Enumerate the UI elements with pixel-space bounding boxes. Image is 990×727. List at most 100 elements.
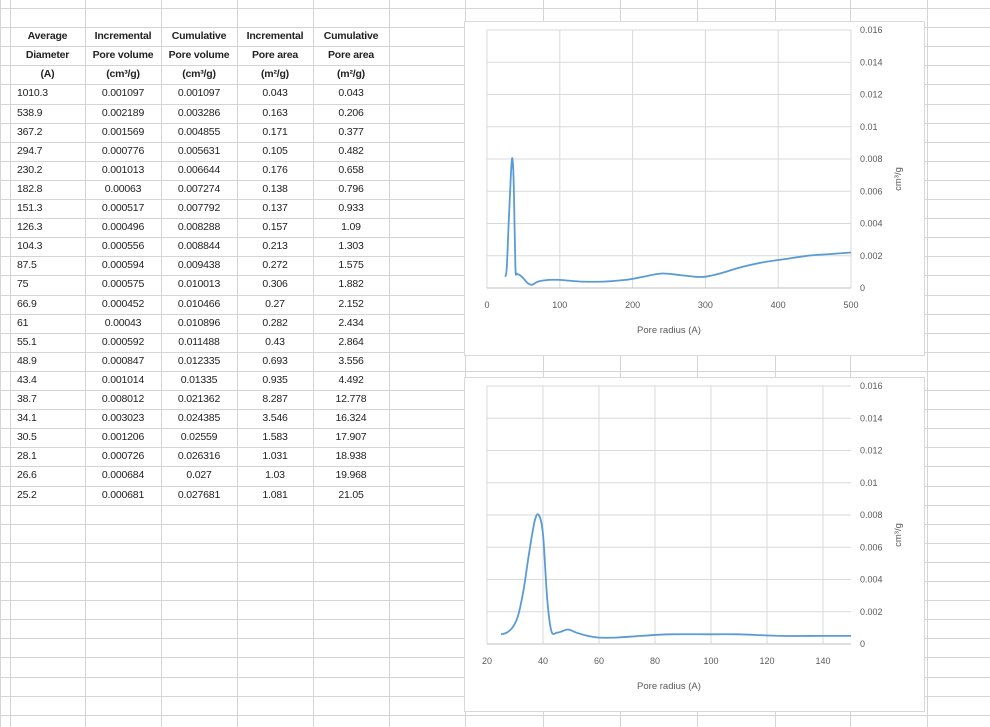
header-cell[interactable]: (A)	[40, 68, 55, 81]
data-cell[interactable]: 3.546	[262, 412, 288, 425]
data-cell[interactable]: 0.137	[262, 202, 288, 214]
data-cell[interactable]: 294.7	[17, 144, 43, 157]
data-cell[interactable]: 0.282	[262, 316, 288, 329]
header-cell[interactable]: Cumulative	[323, 30, 379, 43]
data-cell[interactable]: 0.043	[262, 87, 288, 100]
data-cell[interactable]: 0.000517	[101, 202, 145, 214]
data-cell[interactable]: 1.575	[338, 259, 364, 272]
data-cell[interactable]: 17.907	[335, 431, 367, 444]
data-cell[interactable]: 1.031	[262, 450, 288, 463]
data-cell[interactable]: 1.03	[265, 469, 285, 482]
data-cell[interactable]: 12.778	[335, 393, 367, 405]
data-cell[interactable]: 0.003023	[101, 412, 145, 425]
data-cell[interactable]: 126.3	[17, 221, 43, 234]
header-cell[interactable]: Pore area	[327, 49, 375, 62]
data-cell[interactable]: 87.5	[17, 259, 37, 272]
chart-zoomed-range[interactable]: 0 0.002 0.004 0.006 0.008 0.01 0.012 0.014 0.016…	[464, 377, 925, 712]
data-cell[interactable]: 0.105	[262, 144, 288, 157]
data-cell[interactable]: 28.1	[17, 450, 37, 463]
data-cell[interactable]: 0.163	[262, 106, 288, 119]
data-cell[interactable]: 0.005631	[177, 144, 221, 157]
data-cell[interactable]: 0.000776	[101, 144, 145, 157]
data-cell[interactable]: 0.000847	[101, 354, 145, 367]
data-cell[interactable]: 1.081	[262, 488, 288, 501]
data-cell[interactable]: 1.583	[262, 431, 288, 444]
data-cell[interactable]: 0.00063	[104, 182, 142, 195]
data-cell[interactable]: 0.796	[338, 182, 364, 195]
data-cell[interactable]: 0.010013	[177, 278, 221, 291]
data-cell[interactable]: 16.324	[335, 412, 367, 425]
header-cell[interactable]: Pore volume	[168, 49, 230, 62]
data-cell[interactable]: 0.004855	[177, 125, 221, 138]
data-cell[interactable]: 0.006644	[177, 163, 221, 176]
chart-full-range[interactable]: 0 0.002 0.004 0.006 0.008 0.01 0.012 0.014 0.016…	[464, 21, 925, 356]
data-cell[interactable]: 0.000594	[101, 259, 145, 272]
data-cell[interactable]: 0.012335	[177, 354, 221, 367]
data-cell[interactable]: 0.935	[262, 373, 288, 386]
data-cell[interactable]: 0.000556	[101, 240, 145, 253]
data-cell[interactable]: 0.009438	[177, 259, 221, 272]
data-cell[interactable]: 0.658	[338, 163, 364, 176]
data-cell[interactable]: 538.9	[17, 106, 43, 119]
data-cell[interactable]: 0.272	[262, 259, 288, 272]
data-cell[interactable]: 104.3	[17, 240, 43, 253]
data-cell[interactable]: 0.000684	[101, 469, 145, 482]
data-cell[interactable]: 0.027	[186, 469, 212, 482]
data-cell[interactable]: 0.007792	[177, 202, 221, 214]
header-cell[interactable]: Average	[27, 30, 68, 43]
header-cell[interactable]: (cm³/g)	[182, 68, 216, 81]
data-cell[interactable]: 3.556	[338, 354, 364, 367]
data-cell[interactable]: 0.001097	[101, 87, 145, 100]
data-cell[interactable]: 1.09	[341, 221, 361, 234]
data-cell[interactable]: 0.206	[338, 106, 364, 119]
data-cell[interactable]: 43.4	[17, 373, 37, 386]
header-cell[interactable]: (cm³/g)	[106, 68, 140, 81]
data-cell[interactable]: 0.02559	[180, 431, 218, 444]
data-cell[interactable]: 25.2	[17, 488, 37, 501]
data-cell[interactable]: 0.001014	[101, 373, 145, 386]
header-cell[interactable]: (m²/g)	[261, 68, 289, 81]
data-cell[interactable]: 0.377	[338, 125, 364, 138]
header-cell[interactable]: Incremental	[246, 30, 304, 43]
data-cell[interactable]: 0.000592	[101, 335, 145, 348]
data-cell[interactable]: 0.306	[262, 278, 288, 291]
data-cell[interactable]: 0.933	[338, 202, 364, 214]
header-cell[interactable]: Cumulative	[171, 30, 227, 43]
data-cell[interactable]: 230.2	[17, 163, 43, 176]
data-cell[interactable]: 0.008288	[177, 221, 221, 234]
data-cell[interactable]: 1.303	[338, 240, 364, 253]
header-cell[interactable]: Diameter	[25, 49, 70, 62]
data-cell[interactable]: 0.001206	[101, 431, 145, 444]
data-cell[interactable]: 2.434	[338, 316, 364, 329]
data-cell[interactable]: 8.287	[262, 393, 288, 405]
data-cell[interactable]: 0.011488	[178, 335, 220, 348]
data-cell[interactable]: 0.010896	[177, 316, 221, 329]
header-cell[interactable]: Incremental	[94, 30, 152, 43]
header-cell[interactable]: Pore volume	[92, 49, 154, 62]
data-cell[interactable]: 1.882	[338, 278, 364, 291]
data-cell[interactable]: 4.492	[338, 373, 364, 386]
data-cell[interactable]: 0.007274	[177, 182, 221, 195]
data-cell[interactable]: 0.43	[265, 335, 285, 348]
header-cell[interactable]: (m²/g)	[337, 68, 365, 81]
data-cell[interactable]: 367.2	[17, 125, 43, 138]
data-cell[interactable]: 75	[17, 278, 29, 291]
data-cell[interactable]: 0.027681	[177, 488, 221, 501]
data-cell[interactable]: 0.001569	[101, 125, 145, 138]
data-cell[interactable]: 61	[17, 316, 29, 329]
data-cell[interactable]: 38.7	[17, 393, 37, 405]
data-cell[interactable]: 0.000681	[101, 488, 145, 501]
data-cell[interactable]: 0.000496	[101, 221, 145, 234]
data-cell[interactable]: 21.05	[338, 488, 364, 501]
data-cell[interactable]: 26.6	[17, 469, 37, 482]
data-cell[interactable]: 0.00043	[104, 316, 142, 329]
data-cell[interactable]: 0.27	[265, 297, 285, 310]
data-cell[interactable]: 151.3	[17, 202, 43, 214]
data-cell[interactable]: 0.002189	[101, 106, 145, 119]
data-cell[interactable]: 0.024385	[177, 412, 221, 425]
data-cell[interactable]: 0.693	[262, 354, 288, 367]
data-cell[interactable]: 34.1	[17, 412, 37, 425]
data-cell[interactable]: 0.01335	[180, 373, 218, 386]
data-cell[interactable]: 0.176	[262, 163, 288, 176]
data-cell[interactable]: 55.1	[17, 335, 37, 348]
